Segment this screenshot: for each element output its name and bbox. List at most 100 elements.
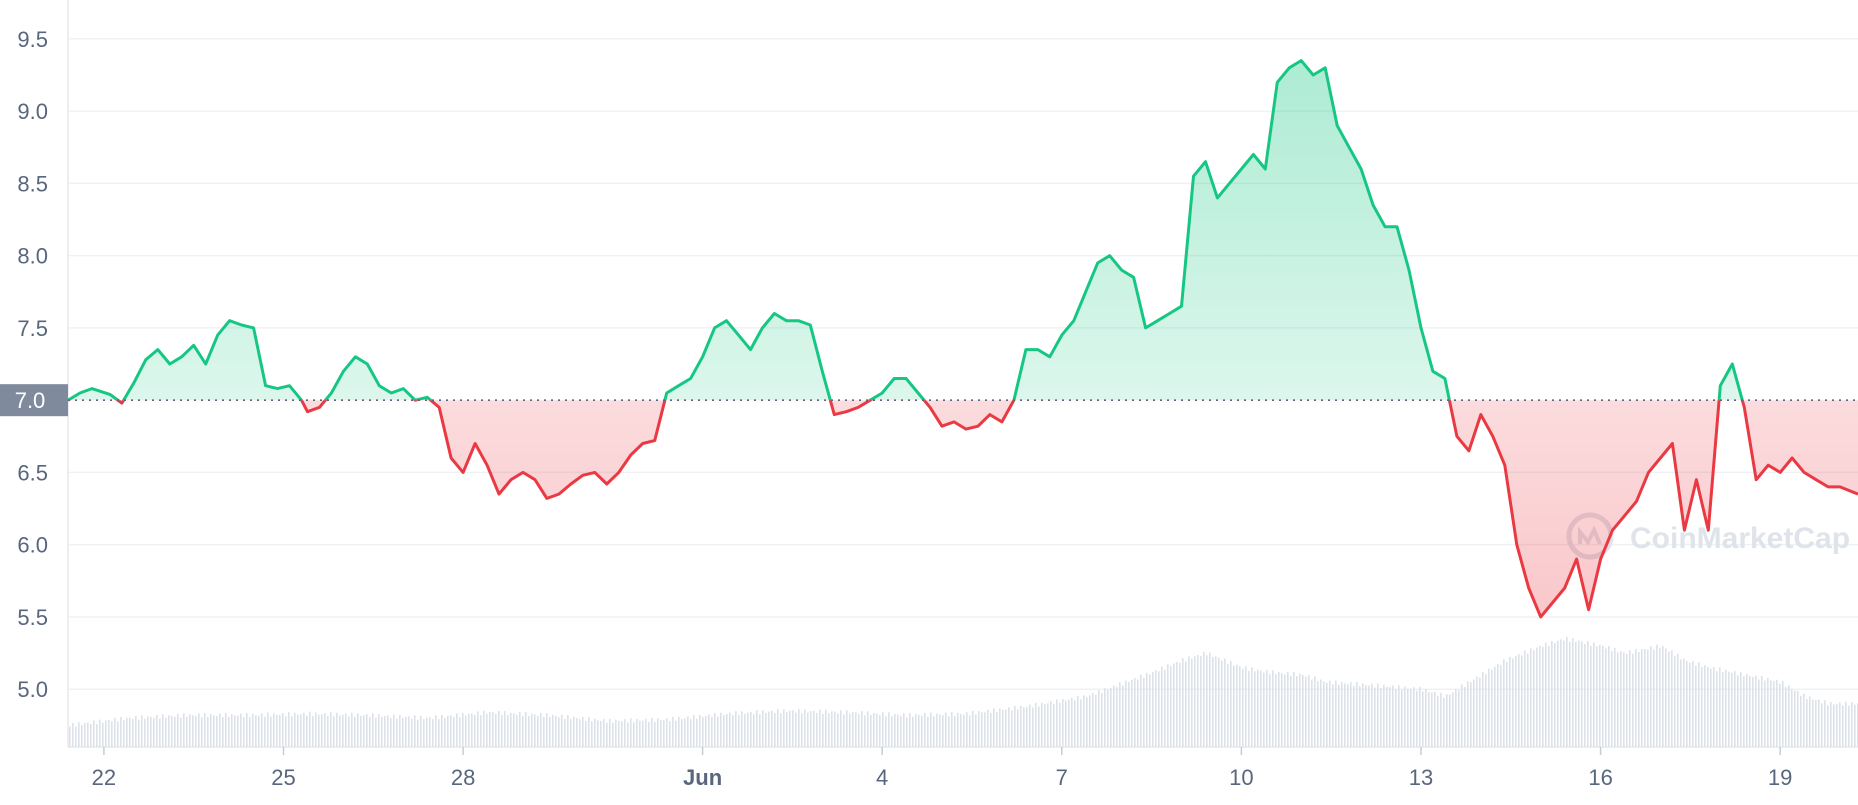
volume-bar: [369, 716, 371, 747]
volume-bar: [1425, 688, 1427, 747]
volume-bar: [735, 711, 737, 747]
volume-bar: [156, 714, 158, 747]
volume-bar: [1086, 697, 1088, 747]
volume-bar: [1596, 646, 1598, 747]
volume-bar: [228, 717, 230, 747]
volume-bar: [441, 714, 443, 747]
volume-bar: [906, 717, 908, 747]
volume-bar: [1257, 669, 1259, 747]
volume-bar: [1440, 692, 1442, 747]
volume-bar: [642, 720, 644, 747]
volume-bar: [1512, 658, 1514, 747]
volume-bar: [1404, 686, 1406, 747]
volume-bar: [888, 712, 890, 747]
volume-bar: [1578, 640, 1580, 747]
volume-bar: [1392, 685, 1394, 747]
volume-bar: [336, 712, 338, 747]
volume-bar: [1809, 696, 1811, 747]
volume-bar: [1533, 650, 1535, 747]
volume-bar: [834, 711, 836, 747]
volume-bar: [1002, 709, 1004, 747]
volume-bar: [117, 721, 119, 747]
volume-bar: [363, 715, 365, 747]
volume-bar: [582, 716, 584, 747]
volume-bar: [1323, 681, 1325, 747]
volume-bars: [69, 636, 1858, 747]
volume-bar: [1299, 673, 1301, 747]
volume-bar: [417, 719, 419, 747]
volume-bar: [840, 710, 842, 747]
volume-bar: [132, 719, 134, 747]
volume-bar: [192, 715, 194, 747]
volume-bar: [264, 716, 266, 747]
volume-bar: [597, 720, 599, 747]
volume-bar: [564, 718, 566, 747]
volume-bar: [924, 713, 926, 747]
volume-bar: [1638, 651, 1640, 747]
volume-bar: [1815, 699, 1817, 747]
volume-bar: [516, 714, 518, 747]
volume-bar: [1371, 683, 1373, 747]
volume-bar: [1131, 679, 1133, 747]
volume-bar: [1020, 705, 1022, 747]
volume-bar: [1422, 691, 1424, 747]
volume-bar: [1644, 648, 1646, 747]
volume-bar: [537, 715, 539, 747]
volume-bar: [300, 714, 302, 747]
volume-bar: [1368, 685, 1370, 747]
volume-bar: [396, 718, 398, 747]
y-tick-label: 6.5: [17, 460, 48, 485]
volume-bar: [873, 712, 875, 747]
volume-bar: [939, 714, 941, 747]
volume-bar: [1218, 657, 1220, 747]
volume-bar: [1659, 647, 1661, 747]
x-axis: 22 25 28 Jun 4 7 10 13 16 19: [92, 747, 1792, 790]
volume-bar: [141, 715, 143, 747]
volume-bar: [276, 714, 278, 747]
volume-bar: [1146, 672, 1148, 747]
volume-bar: [1752, 676, 1754, 747]
volume-bar: [204, 713, 206, 747]
volume-bar: [234, 715, 236, 747]
volume-bar: [1419, 686, 1421, 747]
volume-bar: [159, 718, 161, 747]
volume-bar: [933, 716, 935, 747]
volume-bar: [759, 714, 761, 747]
volume-bar: [879, 715, 881, 747]
volume-bar: [1485, 674, 1487, 747]
volume-bar: [561, 714, 563, 747]
volume-bar: [1260, 670, 1262, 747]
volume-bar: [1611, 651, 1613, 747]
volume-bar: [1125, 680, 1127, 747]
volume-bar: [519, 712, 521, 747]
volume-bar: [1662, 645, 1664, 747]
volume-bar: [114, 717, 116, 747]
volume-bar: [1725, 669, 1727, 747]
volume-bar: [225, 713, 227, 747]
volume-bar: [99, 719, 101, 747]
volume-bar: [549, 717, 551, 747]
volume-bar: [1164, 669, 1166, 747]
volume-bar: [1842, 705, 1844, 747]
baseline-label: 7.0: [15, 388, 46, 413]
volume-bar: [1083, 695, 1085, 747]
volume-bar: [1689, 662, 1691, 747]
y-tick-label: 9.0: [17, 99, 48, 124]
volume-bar: [1110, 687, 1112, 747]
volume-bar: [450, 715, 452, 747]
volume-bar: [1044, 704, 1046, 747]
volume-bar: [1407, 688, 1409, 747]
volume-bar: [1785, 686, 1787, 747]
volume-bar: [1632, 653, 1634, 747]
volume-bar: [741, 711, 743, 747]
volume-bar: [900, 716, 902, 747]
volume-bar: [954, 715, 956, 747]
volume-bar: [1734, 671, 1736, 747]
volume-bar: [186, 716, 188, 747]
volume-bar: [822, 713, 824, 747]
volume-bar: [1278, 672, 1280, 747]
volume-bar: [126, 717, 128, 747]
volume-bar: [648, 721, 650, 747]
volume-bar: [978, 711, 980, 747]
volume-bar: [360, 715, 362, 747]
